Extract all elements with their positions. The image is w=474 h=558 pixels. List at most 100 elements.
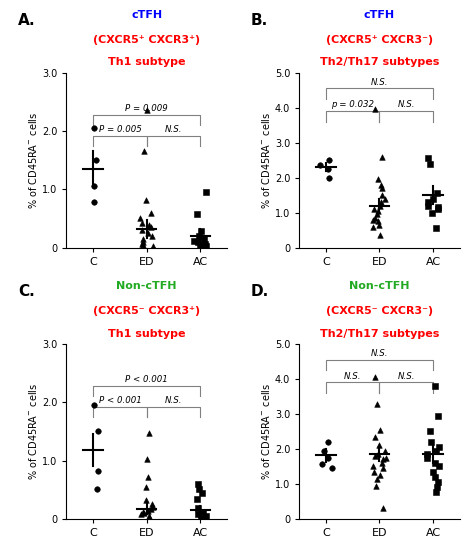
Point (195, 232, 203, 240)
Point (94, 427, 102, 436)
Point (147, 208, 155, 217)
Point (92, 156, 100, 165)
Text: cTFH: cTFH (364, 10, 395, 20)
Point (142, 195, 149, 204)
Text: p = 0.032: p = 0.032 (331, 100, 374, 109)
Point (143, 455, 151, 464)
Point (196, 240, 203, 249)
Point (379, 459, 386, 468)
Point (432, 446, 440, 455)
Point (140, 509, 147, 518)
Point (379, 504, 387, 513)
Text: Non-cTFH: Non-cTFH (117, 281, 177, 291)
Point (145, 512, 152, 521)
Point (379, 455, 387, 464)
Text: Th2/Th17 subtypes: Th2/Th17 subtypes (320, 57, 439, 68)
Point (423, 450, 430, 459)
Point (202, 242, 210, 251)
Point (378, 152, 385, 161)
Y-axis label: % of CD45RA$^{-}$ cells: % of CD45RA$^{-}$ cells (27, 112, 39, 209)
Point (94, 466, 102, 475)
Point (434, 203, 441, 212)
Point (370, 205, 378, 214)
Point (382, 453, 390, 462)
Text: cTFH: cTFH (131, 10, 162, 20)
Point (147, 223, 155, 232)
Point (380, 464, 387, 473)
Point (371, 105, 378, 114)
Point (378, 191, 386, 200)
Point (138, 239, 146, 248)
Point (374, 175, 382, 184)
Point (371, 451, 378, 460)
Point (138, 225, 146, 234)
Point (434, 478, 442, 487)
Point (142, 496, 150, 505)
Point (374, 450, 382, 459)
Point (90, 198, 98, 206)
Point (202, 512, 210, 521)
Text: N.S.: N.S. (371, 349, 388, 358)
Text: B.: B. (251, 13, 268, 28)
Text: N.S.: N.S. (164, 396, 182, 405)
Point (198, 488, 206, 497)
Text: N.S.: N.S. (164, 125, 182, 134)
Point (147, 504, 155, 513)
Point (326, 156, 333, 165)
Point (423, 453, 431, 462)
Point (137, 214, 144, 223)
Point (320, 446, 328, 455)
Text: P < 0.001: P < 0.001 (99, 396, 141, 405)
Point (316, 161, 324, 170)
Text: C.: C. (18, 285, 35, 299)
Point (370, 462, 377, 471)
Text: P < 0.001: P < 0.001 (125, 375, 168, 384)
Point (139, 234, 147, 243)
Point (202, 187, 210, 196)
Point (424, 154, 432, 163)
Point (195, 484, 202, 493)
Point (137, 510, 145, 519)
Point (432, 224, 440, 233)
Point (194, 510, 201, 519)
Point (435, 462, 443, 471)
Point (194, 504, 202, 513)
Point (431, 473, 438, 482)
Point (148, 232, 155, 240)
Point (374, 206, 382, 215)
Point (371, 432, 378, 441)
Point (140, 147, 147, 156)
Point (428, 208, 436, 217)
Point (369, 215, 377, 224)
Point (324, 437, 332, 446)
Point (91, 401, 98, 410)
Point (325, 173, 333, 182)
Point (198, 227, 205, 235)
Point (372, 481, 380, 490)
Point (426, 427, 434, 436)
Text: N.S.: N.S. (398, 372, 415, 381)
Text: Th2/Th17 subtypes: Th2/Th17 subtypes (320, 329, 439, 339)
Point (432, 459, 439, 468)
Point (197, 513, 205, 522)
Point (91, 182, 98, 191)
Point (193, 209, 201, 218)
Point (139, 507, 146, 516)
Text: D.: D. (251, 285, 269, 299)
Point (139, 237, 146, 246)
Point (93, 484, 101, 493)
Point (434, 411, 442, 420)
Text: Th1 subtype: Th1 subtype (108, 57, 185, 68)
Point (382, 194, 389, 203)
Point (427, 159, 434, 168)
Point (200, 234, 207, 243)
Point (375, 441, 383, 450)
Point (424, 201, 432, 210)
Point (201, 239, 209, 248)
Point (376, 201, 383, 210)
Text: Non-cTFH: Non-cTFH (349, 281, 410, 291)
Point (377, 198, 385, 206)
Point (374, 474, 381, 483)
Point (190, 236, 198, 245)
Point (429, 194, 437, 203)
